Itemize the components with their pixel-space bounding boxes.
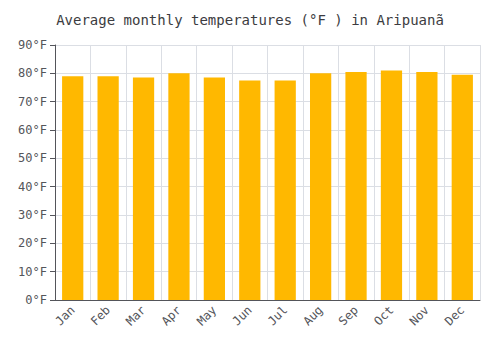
svg-text:Jun: Jun [230,303,255,328]
svg-text:40°F: 40°F [18,180,47,194]
svg-text:90°F: 90°F [18,38,47,52]
svg-text:Sep: Sep [336,303,361,328]
svg-text:Nov: Nov [407,303,432,328]
svg-text:Feb: Feb [88,303,113,328]
svg-text:20°F: 20°F [18,236,47,250]
svg-text:80°F: 80°F [18,66,47,80]
svg-text:30°F: 30°F [18,208,47,222]
svg-text:Jul: Jul [265,303,290,328]
svg-text:60°F: 60°F [18,123,47,137]
svg-text:Dec: Dec [442,303,467,328]
svg-text:Aug: Aug [300,303,325,328]
svg-text:0°F: 0°F [25,293,47,307]
svg-text:May: May [194,303,219,328]
svg-text:Average monthly temperatures (: Average monthly temperatures (°F ) in Ar… [56,12,444,28]
svg-text:Jan: Jan [52,303,77,328]
svg-text:10°F: 10°F [18,265,47,279]
svg-text:Oct: Oct [371,303,396,328]
svg-text:50°F: 50°F [18,151,47,165]
svg-text:Mar: Mar [123,303,148,328]
svg-text:Apr: Apr [159,303,184,328]
svg-text:70°F: 70°F [18,95,47,109]
